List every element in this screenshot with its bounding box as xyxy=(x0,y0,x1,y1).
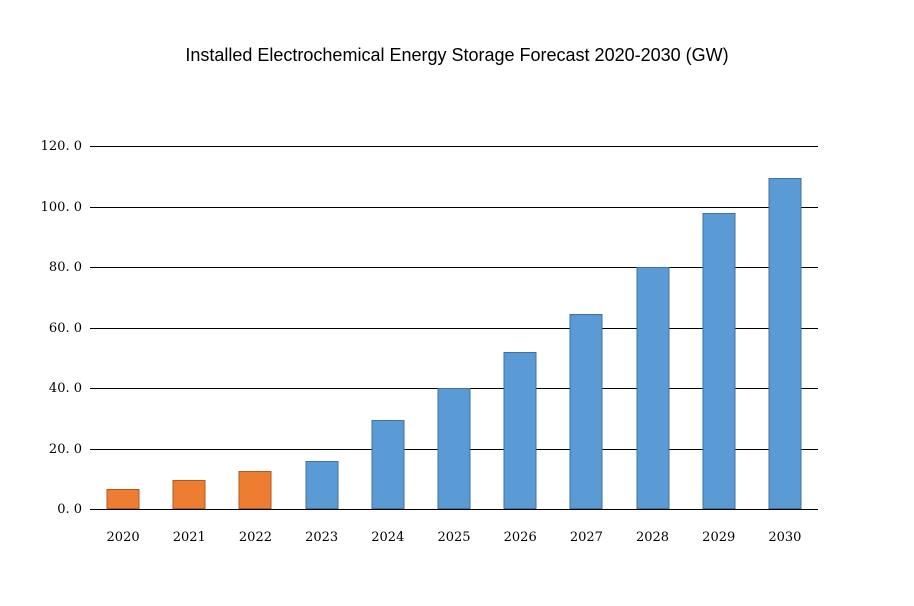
y-tick-label-40: 40. 0 xyxy=(48,381,82,397)
gridline-80 xyxy=(90,267,818,269)
y-tick-label-120: 120. 0 xyxy=(40,139,82,154)
gridline-60 xyxy=(90,327,818,329)
y-tick-label-80: 80. 0 xyxy=(48,260,82,276)
y-tick-label-60: 60. 0 xyxy=(48,320,82,336)
bar-2023 xyxy=(305,460,339,509)
y-tick-label-0: 0. 0 xyxy=(57,502,82,517)
bar-2022 xyxy=(238,471,272,509)
x-tick-label-2022: 2022 xyxy=(238,530,272,545)
x-tick-label-2026: 2026 xyxy=(503,530,537,545)
gridline-100 xyxy=(90,206,818,208)
bar-2029 xyxy=(702,212,736,509)
x-tick-label-2028: 2028 xyxy=(635,530,670,545)
x-tick-label-2020: 2020 xyxy=(106,530,140,545)
bar-2026 xyxy=(503,351,537,509)
x-tick-label-2024: 2024 xyxy=(371,530,405,545)
bar-2020 xyxy=(106,489,140,509)
x-tick-label-2023: 2023 xyxy=(305,530,339,545)
x-tick-label-2029: 2029 xyxy=(702,530,736,545)
x-axis-line xyxy=(90,509,818,510)
bar-2025 xyxy=(437,388,471,509)
y-tick-label-100: 100. 0 xyxy=(40,199,82,215)
chart-title: Installed Electrochemical Energy Storage… xyxy=(185,45,729,65)
bar-2030 xyxy=(768,177,802,509)
plot-area: 0. 0 20. 0 40. 0 60. 0 80. 0 100. 0 120. 0 2020… xyxy=(41,139,818,545)
bar-2027 xyxy=(569,313,603,509)
x-tick-label-2030: 2030 xyxy=(768,530,802,545)
bar-2028 xyxy=(636,267,670,509)
bar-2024 xyxy=(371,419,405,509)
x-tick-label-2021: 2021 xyxy=(172,530,206,545)
bar-2021 xyxy=(172,480,206,509)
x-tick-label-2027: 2027 xyxy=(569,530,603,545)
x-tick-label-2025: 2025 xyxy=(437,530,471,545)
y-tick-label-20: 20. 0 xyxy=(48,441,82,457)
gridline-120 xyxy=(90,146,818,147)
